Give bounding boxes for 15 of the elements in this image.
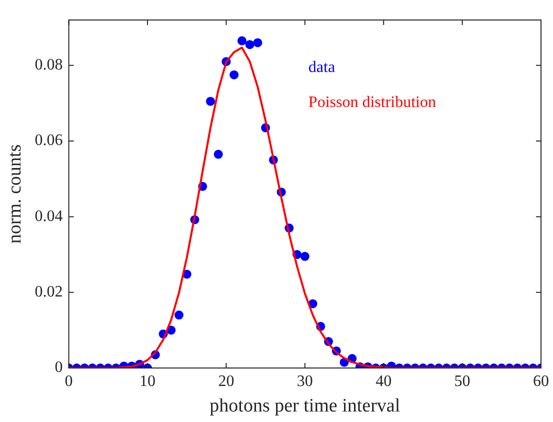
y-tick-label: 0.04 [34,208,63,225]
y-tick-label: 0.06 [34,132,63,150]
y-tick-label: 0.02 [34,284,63,301]
y-axis-title: norm. counts [4,144,26,244]
text: Poisson distribution [308,94,436,112]
x-tick-label: 50 [454,372,470,390]
x-tick-label: 60 [533,372,549,390]
y-tick-label: 0 [54,359,63,376]
x-tick-label: 20 [218,372,234,390]
x-tick-label: 10 [140,372,156,390]
text: data [308,59,336,76]
y-tick-label: 0.08 [34,56,63,74]
x-tick-label: 30 [296,372,313,390]
x-tick-label: 40 [376,372,392,390]
x-axis-title: photons per time interval [210,396,400,417]
